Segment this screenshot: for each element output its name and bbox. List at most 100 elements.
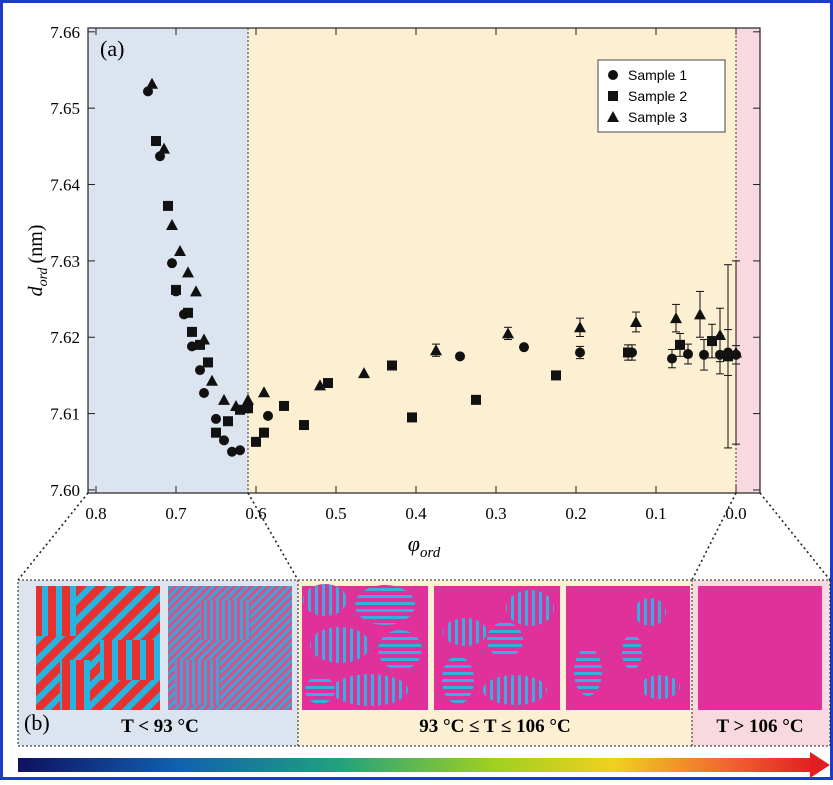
region-label: T < 93 °C <box>121 716 199 737</box>
zoom-connector <box>691 492 737 581</box>
data-point <box>430 344 442 356</box>
data-point <box>203 357 213 368</box>
data-point <box>683 349 693 360</box>
zoom-connector <box>759 492 831 581</box>
data-point <box>206 374 218 386</box>
legend-label: Sample 2 <box>628 88 687 104</box>
data-point <box>182 266 194 278</box>
morphology-image <box>434 586 560 710</box>
data-point <box>146 77 158 89</box>
data-point <box>187 341 197 352</box>
data-point <box>174 244 186 256</box>
region-label: T > 106 °C <box>716 716 803 737</box>
data-point <box>198 333 210 345</box>
y-tick-label: 7.62 <box>50 328 80 347</box>
x-tick-label: 0.2 <box>565 504 586 523</box>
morphology-image <box>168 586 292 710</box>
data-point <box>195 365 205 376</box>
arrow-head <box>810 752 830 778</box>
y-tick-label: 7.65 <box>50 99 80 118</box>
data-point <box>166 218 178 230</box>
data-point <box>259 427 269 438</box>
data-point <box>151 136 161 147</box>
data-point <box>243 403 253 414</box>
legend-marker <box>608 91 618 101</box>
x-tick-label: 0.3 <box>485 504 506 523</box>
x-axis-label-sub: ord <box>420 545 441 561</box>
data-point <box>219 435 229 446</box>
data-point <box>235 445 245 456</box>
data-point <box>251 436 261 447</box>
y-tick-label: 7.60 <box>50 481 80 500</box>
x-tick-label: 0.1 <box>645 504 666 523</box>
panel-label: (b) <box>24 710 50 735</box>
region-label: 93 °C ≤ T ≤ 106 °C <box>419 716 570 737</box>
data-point <box>155 151 165 162</box>
data-point <box>187 326 197 337</box>
data-point <box>623 347 633 358</box>
data-point <box>730 346 742 358</box>
y-tick-label: 7.64 <box>50 176 80 195</box>
zoom-connector <box>247 492 299 581</box>
data-point <box>190 285 202 297</box>
y-axis-label-sub: ord <box>36 266 51 286</box>
y-axis-label: dord (nm) <box>25 225 51 297</box>
data-point <box>502 327 514 339</box>
data-point <box>694 308 706 320</box>
data-point <box>387 360 397 371</box>
panel-b: (b) T < 93 °C 93 °C ≤ T ≤ 106 °C T > 106… <box>17 579 831 778</box>
x-tick-label: 0.0 <box>725 504 746 523</box>
data-point <box>211 413 221 424</box>
data-point <box>218 393 230 405</box>
data-point <box>314 379 326 391</box>
data-point <box>263 410 273 421</box>
y-axis-label-main: d <box>25 285 47 296</box>
data-point <box>258 386 270 398</box>
data-point <box>575 347 585 358</box>
data-point <box>723 351 733 362</box>
data-point <box>714 328 726 340</box>
data-point <box>707 336 717 347</box>
legend-marker <box>608 70 618 80</box>
plot: 0.8 0.7 0.6 0.5 0.4 0.3 0.2 0.1 0.0 7.60 7.61 7.62 7… <box>25 23 761 561</box>
y-axis-label-unit: (nm) <box>25 225 47 264</box>
x-tick-label: 0.4 <box>405 504 427 523</box>
data-point <box>699 349 709 360</box>
data-point <box>158 142 170 154</box>
data-point <box>230 399 242 411</box>
data-point <box>551 370 561 381</box>
x-tick-label: 0.6 <box>245 504 266 523</box>
data-point <box>279 400 289 411</box>
data-point <box>223 416 233 427</box>
data-point <box>574 321 586 333</box>
y-tick-label: 7.66 <box>50 23 80 42</box>
data-point <box>519 342 529 353</box>
legend-label: Sample 3 <box>628 109 687 125</box>
morphology-image <box>698 586 822 710</box>
panel-label: (a) <box>100 36 124 61</box>
data-point <box>455 351 465 362</box>
x-tick-label: 0.5 <box>325 504 346 523</box>
data-point <box>227 446 237 457</box>
data-point <box>630 315 642 327</box>
data-point <box>143 86 153 97</box>
data-point <box>167 258 177 269</box>
data-point <box>211 427 221 438</box>
data-point <box>171 284 181 295</box>
temperature-bar <box>18 758 813 772</box>
morphology-image <box>36 586 160 710</box>
data-point <box>675 339 685 350</box>
morphology-image <box>302 584 428 710</box>
data-point <box>183 307 193 318</box>
data-point <box>471 394 481 405</box>
data-point <box>195 339 205 350</box>
zoom-connector <box>17 492 89 581</box>
x-tick-label: 0.7 <box>165 504 187 523</box>
x-axis-label-main: φ <box>408 531 420 556</box>
y-tick-label: 7.63 <box>50 252 80 271</box>
x-tick-label: 0.8 <box>85 504 106 523</box>
data-point <box>199 387 209 398</box>
y-tick-label: 7.61 <box>50 405 80 424</box>
